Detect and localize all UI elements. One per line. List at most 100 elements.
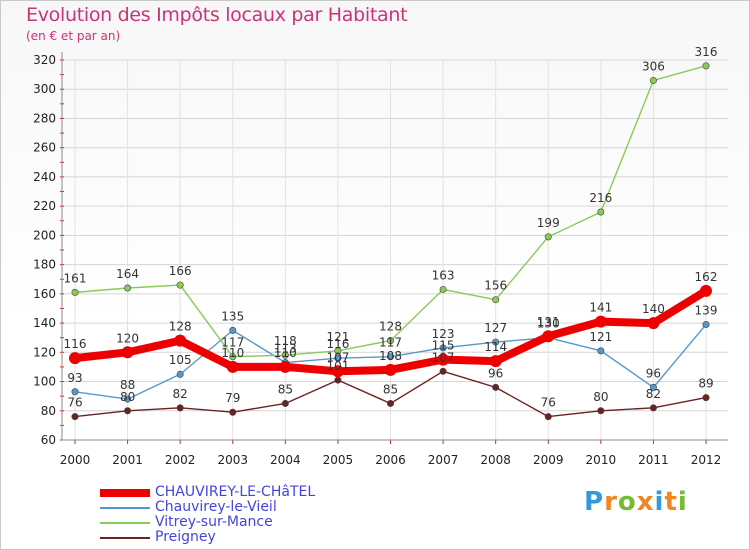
data-label: 141 [589,301,612,315]
x-tick-label: 2002 [165,453,196,467]
legend-swatch [100,522,150,524]
data-label: 107 [326,350,349,364]
data-point [176,404,184,412]
data-label: 117 [221,336,244,350]
data-label: 79 [225,391,240,405]
data-point [597,208,605,216]
data-point [597,407,605,415]
legend-label: Chauvirey-le-Vieil [155,499,277,515]
y-tick-label: 120 [33,345,56,359]
data-label: 306 [642,59,665,73]
y-tick-label: 140 [33,316,56,330]
data-point [124,407,132,415]
data-point [229,408,237,416]
data-label: 127 [484,321,507,335]
data-label: 85 [383,382,398,396]
data-label: 316 [695,45,718,59]
x-tick-label: 2012 [691,453,722,467]
data-point [334,354,342,362]
data-label: 117 [379,336,402,350]
data-label: 123 [432,327,455,341]
data-label: 107 [432,350,455,364]
data-label: 101 [326,359,349,373]
data-label: 115 [432,339,455,353]
data-point [649,76,657,84]
data-point [226,360,239,373]
data-label: 116 [64,337,87,351]
data-point [437,353,450,366]
y-tick-label: 240 [33,170,56,184]
data-point [700,284,712,297]
data-label: 216 [589,191,612,205]
data-label: 93 [67,371,82,385]
data-point [124,395,132,403]
x-tick-label: 2010 [586,453,617,467]
legend-swatch [100,537,150,539]
data-point [331,365,344,378]
data-point [492,338,500,346]
data-label: 118 [274,334,297,348]
data-label: 114 [484,340,507,354]
data-label: 135 [221,309,244,323]
x-tick-label: 2008 [480,453,511,467]
data-point [702,321,710,329]
data-label: 131 [537,315,560,329]
legend-swatch [100,507,150,509]
data-point [649,404,657,412]
data-point [492,296,500,304]
brand-logo: Proxiti [584,487,688,517]
data-label: 116 [326,337,349,351]
y-tick-label: 100 [33,375,56,389]
data-point [386,399,394,407]
data-point [71,388,79,396]
y-tick-label: 80 [41,404,56,418]
data-label: 140 [642,302,665,316]
data-point [489,355,502,368]
data-point [334,376,342,384]
data-point [439,344,447,352]
data-label: 156 [484,279,507,293]
data-point [176,281,184,289]
data-label: 110 [221,346,244,360]
x-tick-label: 2003 [217,453,248,467]
data-label: 163 [432,268,455,282]
legend-swatch [100,489,150,497]
data-point [386,353,394,361]
data-label: 96 [646,366,661,380]
legend-label: CHAUVIREY-LE-CHâTEL [155,484,316,500]
data-label: 162 [695,270,718,284]
data-label: 128 [379,320,402,334]
y-tick-label: 200 [33,228,56,242]
data-point [439,367,447,375]
data-point [439,285,447,293]
data-label: 130 [537,317,560,331]
data-point [594,315,607,328]
data-point [121,346,134,359]
data-label: 82 [646,387,661,401]
legend-label: Preigney [155,529,216,545]
data-point [542,330,555,343]
data-point [649,383,657,391]
data-label: 120 [116,331,139,345]
data-point [174,334,187,347]
data-label: 80 [120,390,135,404]
y-tick-label: 180 [33,258,56,272]
data-label: 161 [64,271,87,285]
data-label: 76 [541,396,556,410]
data-label: 128 [169,320,192,334]
data-label: 164 [116,267,139,281]
x-tick-label: 2007 [428,453,459,467]
legend-label: Vitrey-sur-Mance [155,514,273,530]
data-label: 85 [278,382,293,396]
data-point [544,233,552,241]
data-point [281,399,289,407]
data-label: 121 [589,330,612,344]
data-point [647,317,660,330]
data-label: 89 [698,377,713,391]
data-point [229,353,237,361]
data-label: 199 [537,216,560,230]
x-tick-label: 2001 [112,453,143,467]
y-tick-label: 280 [33,111,56,125]
data-point [597,347,605,355]
